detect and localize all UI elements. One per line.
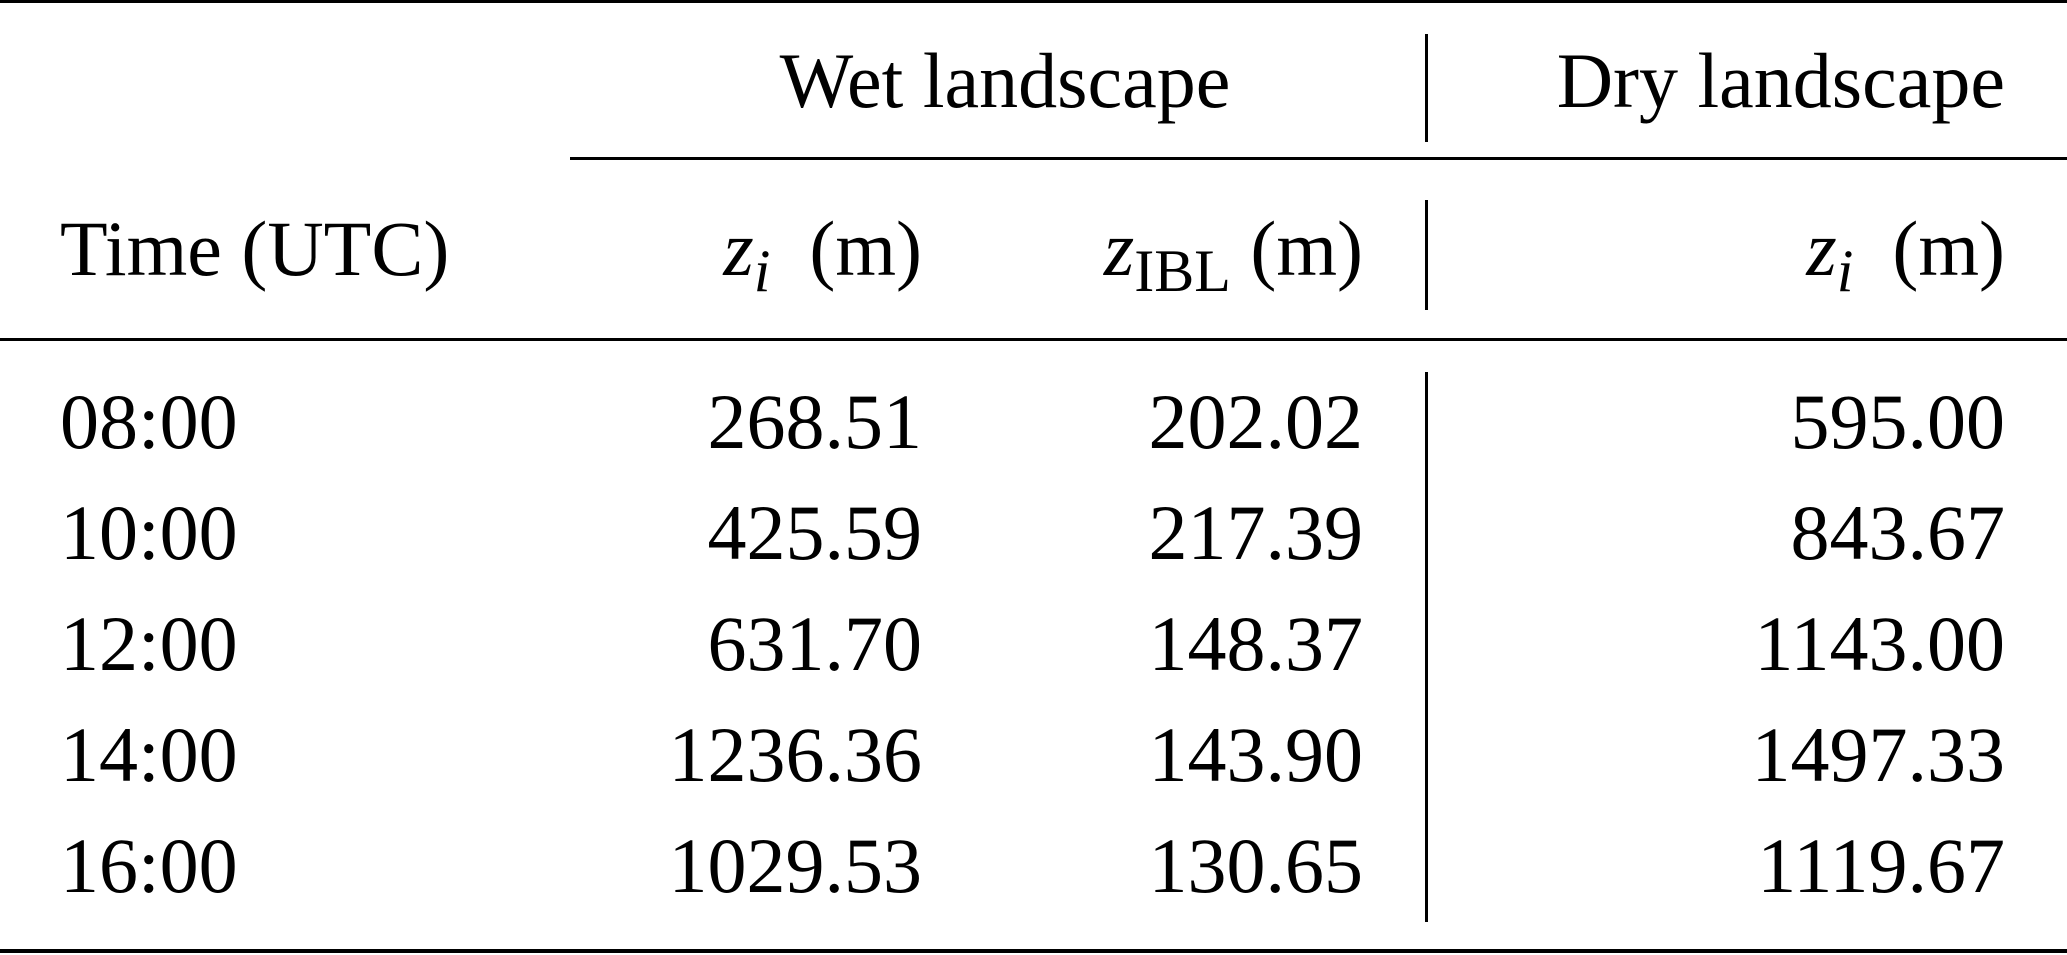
wet-landscape-header: Wet landscape (779, 37, 1231, 124)
row-5-wet-zi: 1029.53 (668, 822, 923, 909)
top-rule (0, 0, 2067, 3)
bottom-rule (0, 949, 2067, 953)
body-separator (1425, 372, 1428, 922)
time-column-header: Time (UTC) (60, 205, 450, 292)
row-4-wet-zi: 1236.36 (668, 711, 923, 798)
row-1-time: 08:00 (60, 378, 238, 465)
row-2-wet-zibl: 217.39 (1148, 489, 1364, 576)
row-5-dry-zi: 1119.67 (1757, 822, 2005, 909)
wet-zi-column-header: zi (m) (600, 210, 922, 302)
dry-landscape-header: Dry landscape (1556, 37, 2005, 124)
row-4-wet-zibl: 143.90 (1148, 711, 1364, 798)
wet-zi-variable: z (723, 205, 754, 292)
row-2-dry-zi: 843.67 (1790, 489, 2006, 576)
group-header-separator (1425, 34, 1428, 142)
dry-zi-variable: z (1806, 205, 1837, 292)
row-2-time: 10:00 (60, 489, 238, 576)
row-1-wet-zi: 268.51 (707, 378, 923, 465)
row-3-time: 12:00 (60, 600, 238, 687)
wet-zi-unit: (m) (809, 205, 922, 292)
wet-zi-subscript: i (753, 238, 771, 304)
wet-zibl-unit: (m) (1250, 205, 1363, 292)
row-5-time: 16:00 (60, 822, 238, 909)
column-header-separator (1425, 200, 1428, 310)
row-5-wet-zibl: 130.65 (1148, 822, 1364, 909)
row-1-wet-zibl: 202.02 (1148, 378, 1364, 465)
row-3-wet-zibl: 148.37 (1148, 600, 1364, 687)
wet-zibl-variable: z (1103, 205, 1135, 292)
wet-zibl-column-header: zIBL (m) (980, 210, 1363, 302)
dry-zi-column-header: zi (m) (1600, 210, 2005, 302)
row-3-wet-zi: 631.70 (707, 600, 923, 687)
row-4-time: 14:00 (60, 711, 238, 798)
dry-zi-subscript: i (1836, 238, 1854, 304)
group-header-rule (570, 157, 2067, 160)
header-bottom-rule (0, 338, 2067, 341)
row-1-dry-zi: 595.00 (1790, 378, 2006, 465)
dry-zi-unit: (m) (1892, 205, 2005, 292)
row-2-wet-zi: 425.59 (707, 489, 923, 576)
wet-zibl-subscript: IBL (1134, 238, 1231, 304)
row-4-dry-zi: 1497.33 (1751, 711, 2006, 798)
row-3-dry-zi: 1143.00 (1754, 600, 2005, 687)
